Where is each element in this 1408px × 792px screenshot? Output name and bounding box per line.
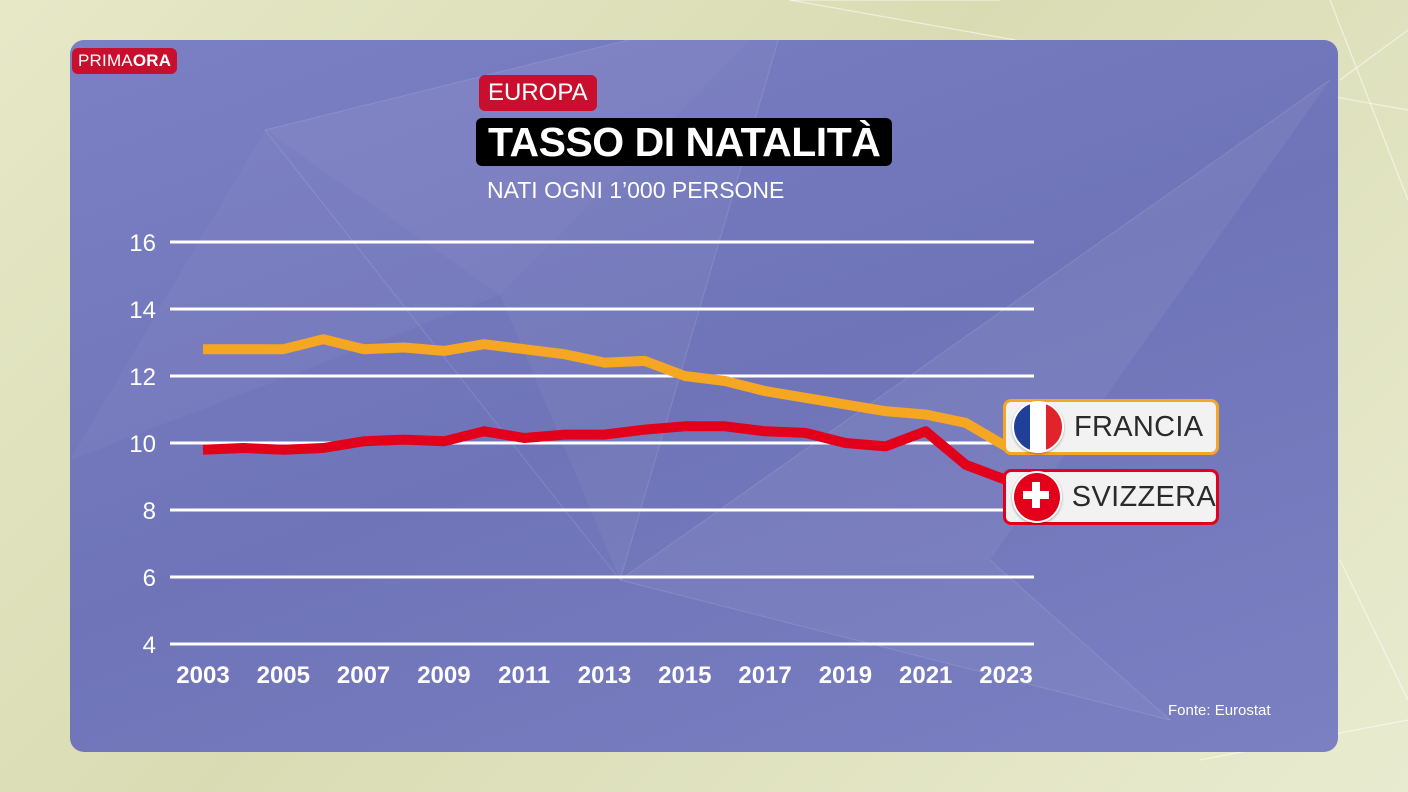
y-tick-label: 12	[129, 364, 156, 391]
x-tick-label: 2007	[337, 662, 390, 689]
region-badge: EUROPA	[479, 75, 597, 111]
brand-logo: PRIMAORA	[72, 48, 178, 74]
y-tick-label: 10	[129, 431, 156, 458]
legend-svizzera-label: SVIZZERA	[1071, 480, 1216, 513]
x-tick-label: 2019	[819, 662, 872, 689]
y-tick-label: 16	[129, 230, 156, 257]
switzerland-flag-icon	[1012, 471, 1062, 523]
legend-francia: FRANCIA	[1003, 399, 1219, 455]
x-tick-label: 2023	[979, 662, 1032, 689]
y-tick-label: 8	[143, 498, 156, 525]
france-flag-icon	[1012, 401, 1064, 453]
y-tick-label: 6	[143, 565, 156, 592]
x-tick-label: 2017	[738, 662, 791, 689]
y-tick-label: 14	[129, 297, 156, 324]
chart-title: TASSO DI NATALITÀ	[476, 118, 893, 166]
series-line-francia	[203, 334, 1009, 451]
brand-suffix: ORA	[132, 51, 172, 70]
chart-subtitle: NATI OGNI 1’000 PERSONE	[487, 177, 785, 203]
source-note: Fonte: Eurostat	[1168, 702, 1271, 719]
legend-svizzera: SVIZZERA	[1003, 469, 1219, 525]
x-tick-label: 2011	[498, 662, 550, 689]
x-tick-label: 2003	[176, 662, 229, 689]
x-tick-label: 2013	[578, 662, 631, 689]
series-line-svizzera	[202, 421, 1008, 485]
x-tick-label: 2009	[417, 662, 470, 689]
brand-prefix: PRIMA	[78, 51, 133, 70]
y-tick-label: 4	[143, 632, 156, 659]
legend-francia-label: FRANCIA	[1074, 410, 1204, 443]
x-tick-label: 2015	[658, 662, 711, 689]
x-tick-label: 2005	[257, 662, 310, 689]
x-tick-label: 2021	[899, 662, 952, 689]
